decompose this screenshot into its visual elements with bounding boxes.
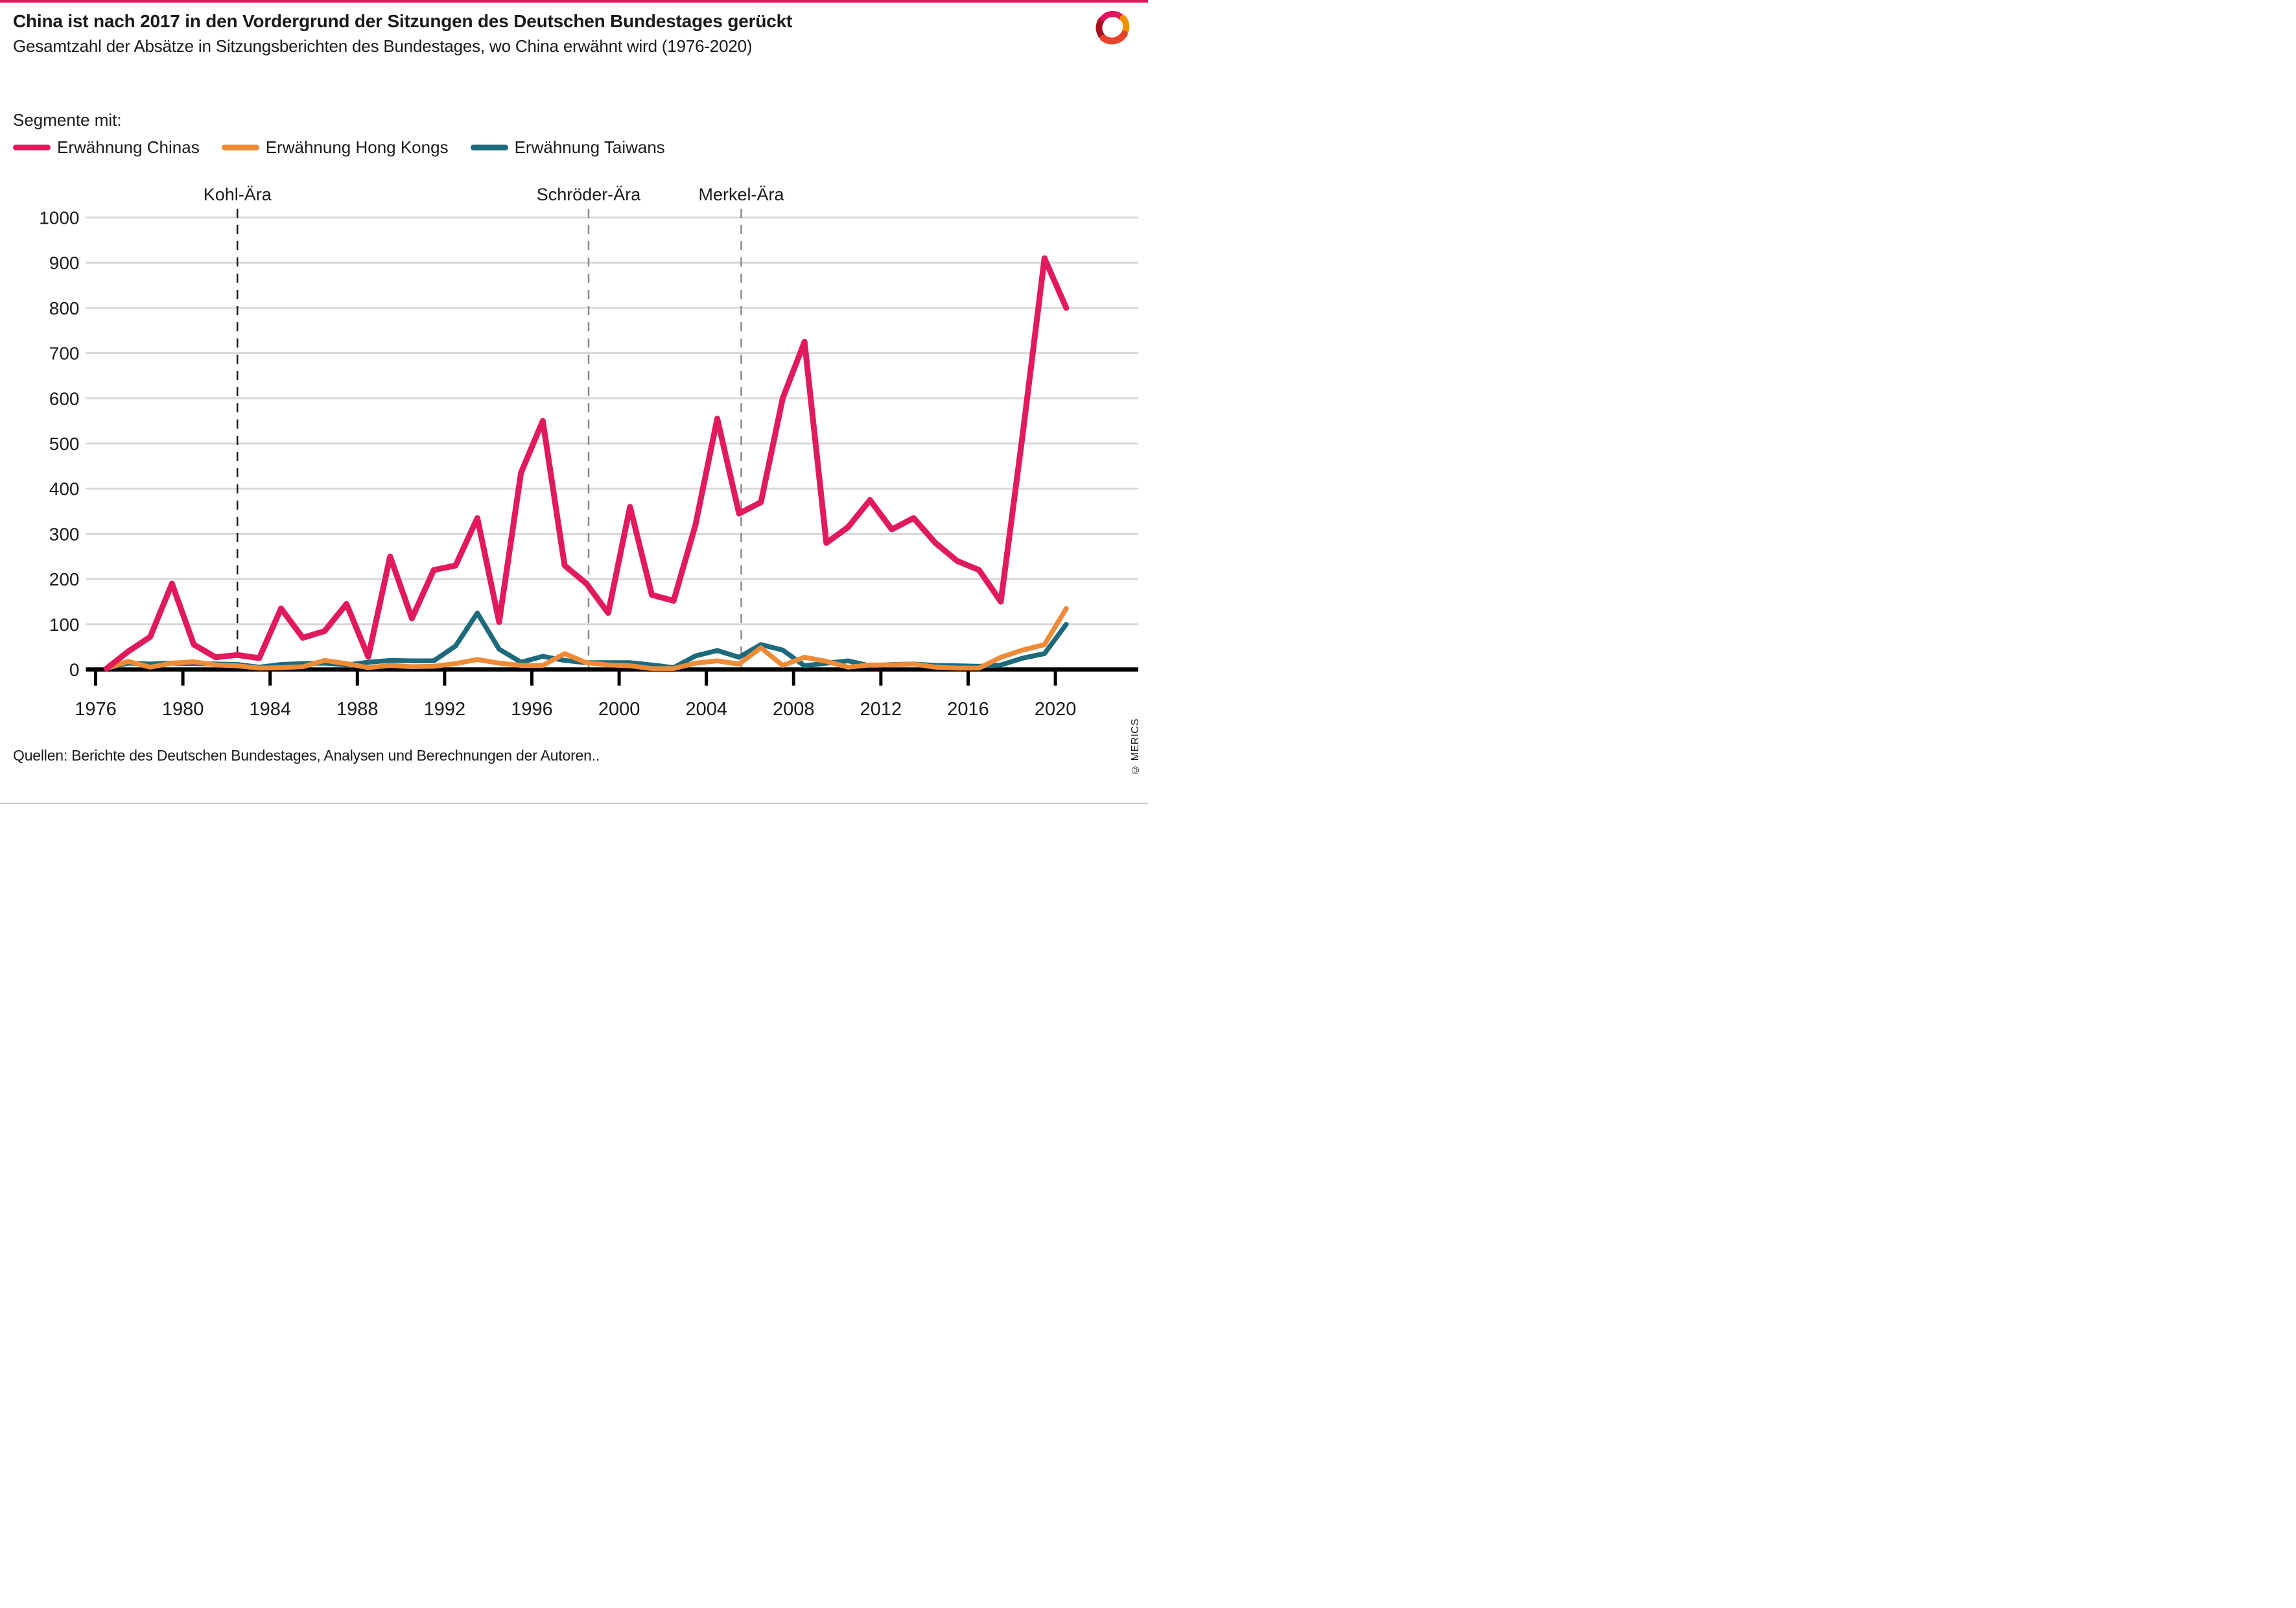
x-axis-label-1984: 1984 xyxy=(249,699,291,720)
x-axis-label-1992: 1992 xyxy=(424,699,466,720)
y-axis-label-0: 0 xyxy=(69,660,80,680)
hongkong-line-swatch-icon xyxy=(221,145,259,150)
page-title: China ist nach 2017 in den Vordergrund d… xyxy=(13,11,793,31)
logo-arc-red xyxy=(1099,30,1128,45)
page-subtitle: Gesamtzahl der Absätze in Sitzungsberich… xyxy=(13,36,753,56)
china-line-swatch-icon xyxy=(13,145,51,150)
series-line-hongkong xyxy=(104,606,1069,671)
y-axis-label-200: 200 xyxy=(49,569,80,589)
era-label-2: Merkel-Ära xyxy=(699,185,785,204)
x-axis-label-2012: 2012 xyxy=(860,699,902,720)
x-axis-label-1980: 1980 xyxy=(162,699,204,720)
era-label-1: Schröder-Ära xyxy=(537,185,642,204)
legend-label-taiwan: Erwähnung Taiwans xyxy=(514,137,665,157)
era-label-0: Kohl-Ära xyxy=(204,185,272,204)
legend-item-taiwan: Erwähnung Taiwans xyxy=(470,137,665,158)
x-axis-label-1988: 1988 xyxy=(336,699,379,720)
legend: Erwähnung Chinas Erwähnung Hong Kongs Er… xyxy=(13,137,665,158)
x-axis-label-2020: 2020 xyxy=(1035,699,1077,720)
y-axis-label-1000: 1000 xyxy=(39,208,79,228)
legend-label-china: Erwähnung Chinas xyxy=(57,137,200,157)
legend-heading: Segmente mit: xyxy=(13,110,122,130)
logo-arc-darkred xyxy=(1095,16,1106,40)
y-axis-label-800: 800 xyxy=(49,298,80,318)
logo-arc-orange xyxy=(1119,14,1130,36)
y-axis-label-300: 300 xyxy=(49,524,80,544)
y-axis-label-900: 900 xyxy=(49,253,80,273)
legend-label-hongkong: Erwähnung Hong Kongs xyxy=(265,137,449,157)
merics-logo-icon xyxy=(1095,10,1130,45)
y-axis-label-400: 400 xyxy=(49,479,80,499)
x-axis-label-2004: 2004 xyxy=(685,699,727,720)
legend-item-china: Erwähnung Chinas xyxy=(13,137,200,158)
y-axis-label-600: 600 xyxy=(49,388,80,408)
x-axis-label-2000: 2000 xyxy=(598,699,640,720)
y-axis-label-700: 700 xyxy=(49,344,80,364)
bottom-border xyxy=(0,803,1148,804)
series-line-china xyxy=(103,255,1070,672)
source-note: Quellen: Berichte des Deutschen Bundesta… xyxy=(13,747,600,764)
copyright-note: © MERICS xyxy=(1130,718,1141,775)
x-axis-label-2008: 2008 xyxy=(773,699,815,720)
top-accent-border xyxy=(0,0,1148,3)
header: China ist nach 2017 in den Vordergrund d… xyxy=(13,10,1037,56)
taiwan-line-swatch-icon xyxy=(470,145,508,150)
infographic-page: China ist nach 2017 in den Vordergrund d… xyxy=(0,0,1148,804)
chart-area: 0 100 200 300 400 500 600 700 800 900 1000 Kohl-Ära… xyxy=(0,179,1148,734)
legend-item-hongkong: Erwähnung Hong Kongs xyxy=(221,137,449,158)
x-axis-label-2016: 2016 xyxy=(947,699,989,720)
x-axis-label-1996: 1996 xyxy=(511,699,553,720)
x-axis-label-1976: 1976 xyxy=(75,699,117,720)
chart-svg: 0 100 200 300 400 500 600 700 800 900 1000 Kohl-Ära… xyxy=(39,185,1138,720)
y-axis-label-100: 100 xyxy=(49,615,80,635)
y-axis-label-500: 500 xyxy=(49,434,80,454)
logo-arc-pink xyxy=(1099,10,1125,22)
